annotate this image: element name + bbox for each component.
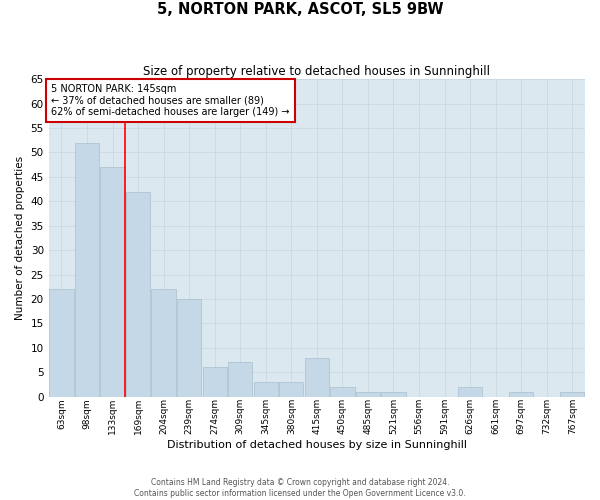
Bar xyxy=(305,358,329,397)
Title: Size of property relative to detached houses in Sunninghill: Size of property relative to detached ho… xyxy=(143,65,490,78)
Bar xyxy=(254,382,278,396)
Bar xyxy=(177,299,201,396)
Bar xyxy=(279,382,304,396)
Bar xyxy=(100,167,125,396)
Bar xyxy=(151,289,176,397)
Bar xyxy=(49,289,74,397)
Y-axis label: Number of detached properties: Number of detached properties xyxy=(15,156,25,320)
Bar xyxy=(228,362,253,396)
Bar xyxy=(75,142,99,396)
Bar xyxy=(458,387,482,396)
Bar xyxy=(382,392,406,396)
Bar xyxy=(356,392,380,396)
Text: Contains HM Land Registry data © Crown copyright and database right 2024.
Contai: Contains HM Land Registry data © Crown c… xyxy=(134,478,466,498)
Bar xyxy=(560,392,584,396)
Bar xyxy=(203,368,227,396)
Bar xyxy=(330,387,355,396)
Text: 5 NORTON PARK: 145sqm
← 37% of detached houses are smaller (89)
62% of semi-deta: 5 NORTON PARK: 145sqm ← 37% of detached … xyxy=(52,84,290,117)
Bar xyxy=(509,392,533,396)
X-axis label: Distribution of detached houses by size in Sunninghill: Distribution of detached houses by size … xyxy=(167,440,467,450)
Bar xyxy=(126,192,150,396)
Text: 5, NORTON PARK, ASCOT, SL5 9BW: 5, NORTON PARK, ASCOT, SL5 9BW xyxy=(157,2,443,18)
